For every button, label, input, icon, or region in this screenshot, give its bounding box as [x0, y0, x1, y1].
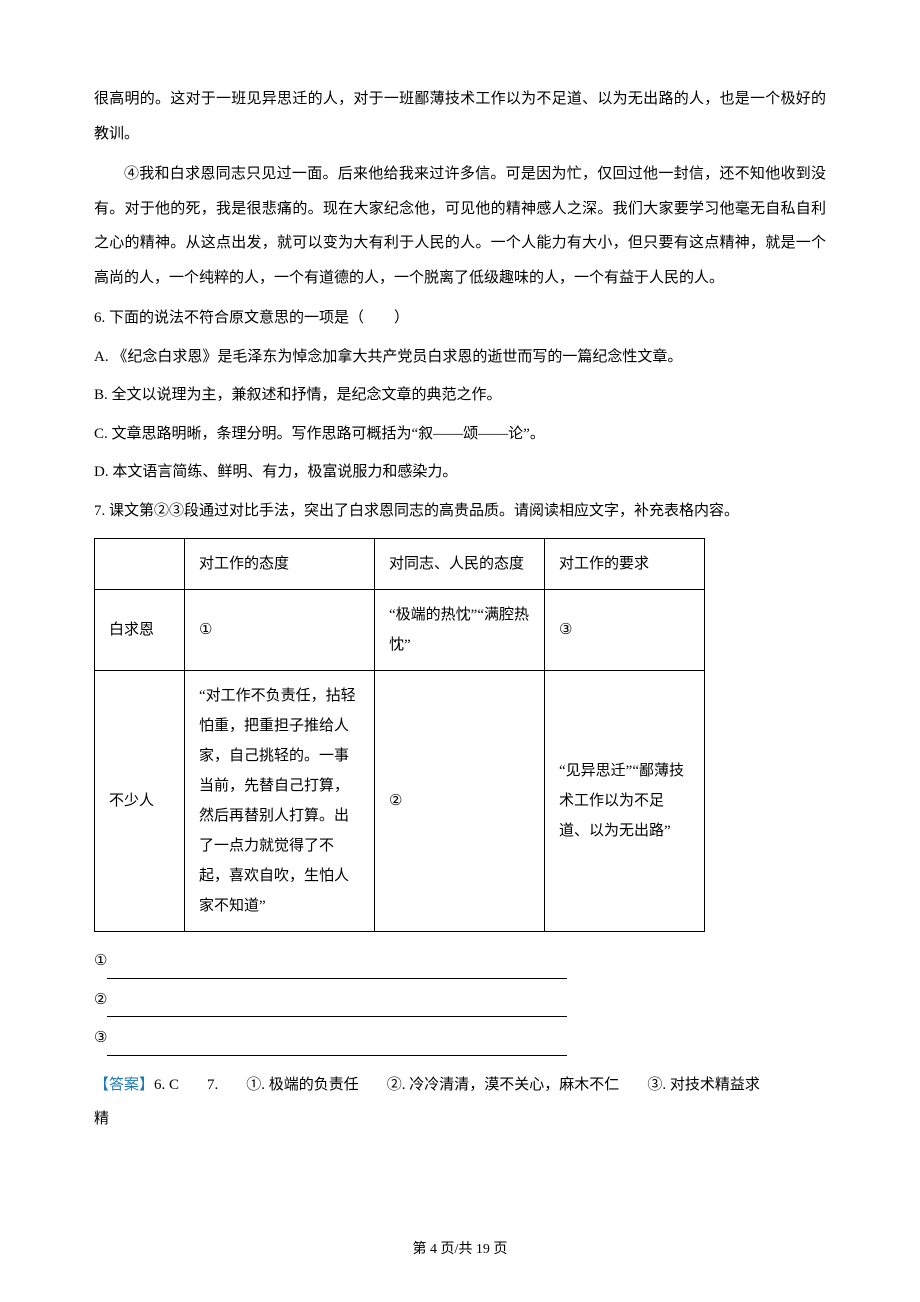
fill-blank-3: ③ [94, 1021, 826, 1056]
underline-icon [107, 1001, 567, 1018]
underline-icon [107, 962, 567, 979]
answer-label: 【答案】 [94, 1077, 154, 1093]
answer-7-num: 7. [207, 1068, 218, 1103]
cell-irresponsible: “对工作不负责任，拈轻怕重，把重担子推给人家，自己挑轻的。一事当前，先替自己打算… [185, 671, 375, 932]
q6-option-a: A. 《纪念白求恩》是毛泽东为悼念加拿大共产党员白求恩的逝世而写的一篇纪念性文章… [94, 340, 826, 375]
table-header-comrade-attitude: 对同志、人民的态度 [375, 539, 545, 590]
row-label-bushaoren: 不少人 [95, 671, 185, 932]
table-header-empty [95, 539, 185, 590]
cell-blank-1: ① [185, 590, 375, 671]
answer-block: 【答案】6. C 7. ①. 极端的负责任 ②. 冷冷清清，漠不关心，麻木不仁 ③. 对… [94, 1068, 826, 1103]
underline-icon [107, 1039, 567, 1056]
answer-6: 6. C [154, 1068, 179, 1103]
cell-fickle: “见异思迁”“鄙薄技术工作以为不足道、以为无出路” [545, 671, 705, 932]
page-footer: 第 4 页/共 19 页 [0, 1238, 920, 1258]
table-header-work-requirement: 对工作的要求 [545, 539, 705, 590]
cell-blank-3: ③ [545, 590, 705, 671]
table-header-work-attitude: 对工作的态度 [185, 539, 375, 590]
answer-7-2: ②. 冷冷清清，漠不关心，麻木不仁 [387, 1068, 620, 1103]
q6-option-d: D. 本文语言简练、鲜明、有力，极富说服力和感染力。 [94, 455, 826, 490]
paragraph-continuation: 很高明的。这对于一班见异思迁的人，对于一班鄙薄技术工作以为不足道、以为无出路的人… [94, 82, 826, 151]
answer-tail: 精 [94, 1102, 826, 1137]
table-row: 对工作的态度 对同志、人民的态度 对工作的要求 [95, 539, 705, 590]
fill-blank-1: ① [94, 944, 826, 979]
row-label-baiqiuen: 白求恩 [95, 590, 185, 671]
answer-7-1: ①. 极端的负责任 [246, 1068, 359, 1103]
table-row: 白求恩 ① “极端的热忱”“满腔热忱” ③ [95, 590, 705, 671]
q6-option-c: C. 文章思路明晰，条理分明。写作思路可概括为“叙——颂——论”。 [94, 417, 826, 452]
cell-enthusiasm: “极端的热忱”“满腔热忱” [375, 590, 545, 671]
answer-7-3: ③. 对技术精益求 [647, 1068, 760, 1103]
comparison-table: 对工作的态度 对同志、人民的态度 对工作的要求 白求恩 ① “极端的热忱”“满腔… [94, 538, 705, 932]
blank-label-2: ② [94, 992, 107, 1008]
q6-stem: 6. 下面的说法不符合原文意思的一项是（ ） [94, 301, 826, 336]
q7-stem: 7. 课文第②③段通过对比手法，突出了白求恩同志的高贵品质。请阅读相应文字，补充… [94, 494, 826, 529]
blank-label-3: ③ [94, 1030, 107, 1046]
blank-label-1: ① [94, 953, 107, 969]
cell-blank-2: ② [375, 671, 545, 932]
table-row: 不少人 “对工作不负责任，拈轻怕重，把重担子推给人家，自己挑轻的。一事当前，先替… [95, 671, 705, 932]
paragraph-4: ④我和白求恩同志只见过一面。后来他给我来过许多信。可是因为忙，仅回过他一封信，还… [94, 157, 826, 295]
fill-blank-2: ② [94, 983, 826, 1018]
q6-option-b: B. 全文以说理为主，兼叙述和抒情，是纪念文章的典范之作。 [94, 378, 826, 413]
